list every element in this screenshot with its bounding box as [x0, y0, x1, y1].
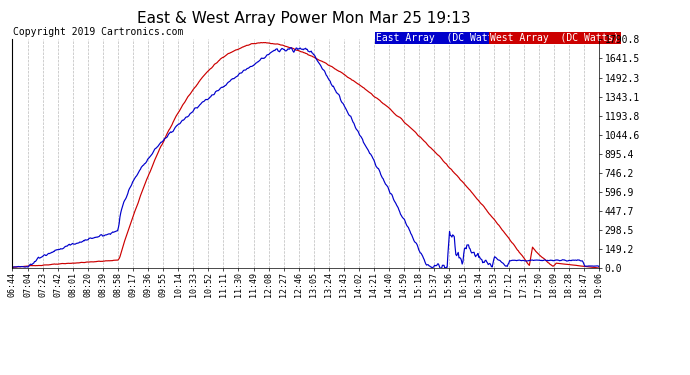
Text: East Array  (DC Watts): East Array (DC Watts): [376, 33, 505, 43]
Text: East & West Array Power Mon Mar 25 19:13: East & West Array Power Mon Mar 25 19:13: [137, 11, 471, 26]
Text: West Array  (DC Watts): West Array (DC Watts): [491, 33, 620, 43]
Text: Copyright 2019 Cartronics.com: Copyright 2019 Cartronics.com: [13, 27, 184, 37]
